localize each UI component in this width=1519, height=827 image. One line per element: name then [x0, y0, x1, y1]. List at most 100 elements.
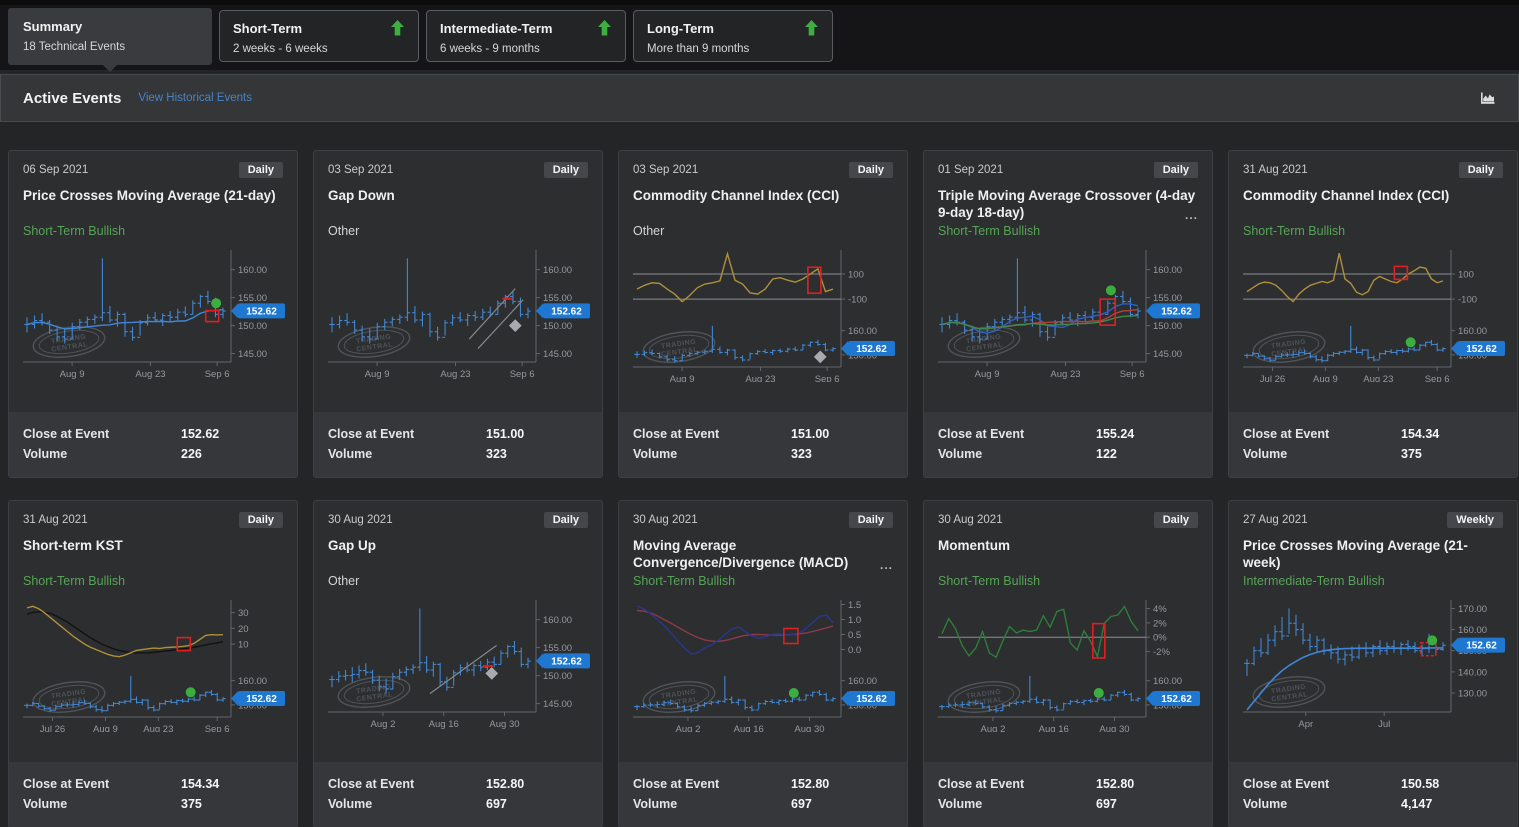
svg-text:Aug 23: Aug 23	[745, 374, 775, 382]
event-title: Commodity Channel Index (CCI)	[1243, 188, 1450, 203]
svg-text:Aug 9: Aug 9	[93, 724, 118, 732]
active-events-header: Active Events View Historical Events	[0, 74, 1519, 122]
periodicity-badge: Daily	[1153, 162, 1198, 178]
svg-text:160.00: 160.00	[848, 676, 877, 687]
long-term-subtitle: More than 9 months	[647, 43, 750, 55]
periodicity-badge: Daily	[1153, 512, 1198, 528]
event-card[interactable]: 31 Aug 2021 Daily Short-term KST Short-T…	[8, 500, 298, 827]
volume-value: 697	[791, 797, 812, 811]
event-term-label: Short-Term Bullish	[938, 224, 1041, 238]
event-date: 06 Sep 2021	[23, 164, 89, 176]
event-stats: Close at Event 155.24 Volume 122	[924, 412, 1212, 477]
svg-text:20: 20	[238, 624, 249, 635]
event-card[interactable]: 03 Sep 2021 Daily Commodity Channel Inde…	[618, 150, 908, 478]
event-term-label: Short-Term Bullish	[23, 574, 126, 588]
event-term-label: Short-Term Bullish	[23, 224, 126, 238]
volume-value: 323	[791, 447, 812, 461]
event-chart: TRADINGCENTRAL160.00155.00150.00145.0015…	[938, 250, 1200, 380]
event-title: Momentum	[938, 538, 1010, 553]
close-at-event-value: 154.34	[1401, 427, 1440, 441]
periodicity-badge: Daily	[848, 162, 893, 178]
svg-text:Aug 23: Aug 23	[135, 369, 165, 380]
event-card[interactable]: 03 Sep 2021 Daily Gap Down Other TRADING…	[313, 150, 603, 478]
event-card[interactable]: 30 Aug 2021 Daily Momentum Short-Term Bu…	[923, 500, 1213, 827]
event-chart: TRADINGCENTRAL160.00155.00150.00145.0015…	[328, 600, 590, 730]
svg-text:Aug 9: Aug 9	[975, 369, 1000, 380]
area-chart-icon[interactable]	[1479, 90, 1496, 106]
short-term-title: Short-Term	[233, 20, 303, 36]
long-term-title: Long-Term	[647, 20, 714, 36]
svg-text:Aug 9: Aug 9	[365, 369, 390, 380]
close-at-event-value: 152.80	[486, 777, 525, 791]
svg-text:Sep 6: Sep 6	[1425, 374, 1450, 382]
svg-text:Sep 6: Sep 6	[1120, 369, 1145, 380]
svg-text:TRADING: TRADING	[51, 334, 87, 346]
event-card[interactable]: 30 Aug 2021 Daily Moving Average Converg…	[618, 500, 908, 827]
svg-text:Aug 16: Aug 16	[734, 724, 764, 732]
volume-label: Volume	[938, 797, 983, 811]
event-card[interactable]: 01 Sep 2021 Daily Triple Moving Average …	[923, 150, 1213, 478]
volume-label: Volume	[633, 447, 678, 461]
svg-text:152.62: 152.62	[1161, 694, 1192, 705]
svg-text:Aug 2: Aug 2	[676, 724, 701, 732]
event-chart: 302010TRADINGCENTRAL160.00150.00152.62Ju…	[23, 600, 285, 732]
close-at-event-value: 152.80	[791, 777, 830, 791]
event-title: Triple Moving Average Crossover (4-day 9…	[938, 188, 1196, 220]
event-title: Price Crosses Moving Average (21-day)	[23, 188, 276, 203]
short-term-subtitle: 2 weeks - 6 weeks	[233, 43, 328, 55]
event-card[interactable]: 27 Aug 2021 Weekly Price Crosses Moving …	[1228, 500, 1518, 827]
event-card[interactable]: 30 Aug 2021 Daily Gap Up Other TRADING CE…	[313, 500, 603, 827]
close-at-event-value: 150.58	[1401, 777, 1440, 791]
svg-text:-100: -100	[848, 295, 867, 306]
event-chart: 4%2%0%-2%TRADINGCENTRAL160.00150.00152.6…	[938, 600, 1200, 732]
svg-text:160.00: 160.00	[1458, 625, 1487, 636]
svg-text:Sep 6: Sep 6	[205, 724, 230, 732]
svg-text:Aug 30: Aug 30	[1099, 724, 1129, 732]
periodicity-badge: Daily	[848, 512, 893, 528]
tab-short-term[interactable]: Short-Term 2 weeks - 6 weeks	[219, 10, 419, 62]
svg-text:Aug 9: Aug 9	[60, 369, 85, 380]
tab-long-term[interactable]: Long-Term More than 9 months	[633, 10, 833, 62]
event-term-label: Intermediate-Term Bullish	[1243, 574, 1385, 588]
periodicity-badge: Daily	[238, 162, 283, 178]
tab-summary[interactable]: Summary 18 Technical Events	[8, 8, 212, 72]
event-stats: Close at Event 152.80 Volume 697	[314, 762, 602, 827]
event-card[interactable]: 06 Sep 2021 Daily Price Crosses Moving A…	[8, 150, 298, 478]
svg-text:TRADING: TRADING	[1271, 339, 1307, 351]
volume-label: Volume	[23, 447, 68, 461]
svg-text:155.00: 155.00	[238, 293, 267, 304]
periodicity-badge: Weekly	[1447, 512, 1503, 528]
periodicity-badge: Daily	[543, 512, 588, 528]
svg-text:152.62: 152.62	[1161, 306, 1192, 317]
volume-label: Volume	[328, 797, 373, 811]
event-title: Commodity Channel Index (CCI)	[633, 188, 840, 203]
svg-text:TRADING: TRADING	[966, 689, 1002, 701]
svg-text:140.00: 140.00	[1458, 667, 1487, 678]
event-date: 30 Aug 2021	[938, 514, 1003, 526]
more-options[interactable]: ...	[879, 558, 893, 572]
tab-intermediate-term[interactable]: Intermediate-Term 6 weeks - 9 months	[426, 10, 626, 62]
view-historical-events-link[interactable]: View Historical Events	[138, 92, 252, 104]
svg-text:Apr: Apr	[1298, 719, 1313, 730]
event-date: 30 Aug 2021	[328, 514, 393, 526]
svg-text:155.00: 155.00	[543, 643, 572, 654]
svg-text:TRADING: TRADING	[1271, 684, 1307, 696]
svg-text:TRADING: TRADING	[661, 339, 697, 351]
svg-text:Jul 26: Jul 26	[1260, 374, 1285, 382]
event-stats: Close at Event 152.80 Volume 697	[619, 762, 907, 827]
svg-text:152.62: 152.62	[856, 694, 887, 705]
svg-text:160.00: 160.00	[1153, 265, 1182, 276]
event-card[interactable]: 31 Aug 2021 Daily Commodity Channel Inde…	[1228, 150, 1518, 478]
svg-text:1.0: 1.0	[848, 615, 861, 626]
summary-subtitle: 18 Technical Events	[23, 41, 126, 53]
svg-text:Aug 16: Aug 16	[429, 719, 459, 730]
close-at-event-value: 152.62	[181, 427, 220, 441]
event-date: 03 Sep 2021	[633, 164, 699, 176]
svg-text:130.00: 130.00	[1458, 688, 1487, 699]
more-options[interactable]: ...	[1184, 208, 1198, 222]
event-chart: TRADINGCENTRAL160.00155.00150.00145.0015…	[328, 250, 590, 380]
event-chart: TRADINGCENTRAL160.00155.00150.00145.0015…	[23, 250, 285, 380]
volume-label: Volume	[633, 797, 678, 811]
svg-text:160.00: 160.00	[238, 265, 267, 276]
